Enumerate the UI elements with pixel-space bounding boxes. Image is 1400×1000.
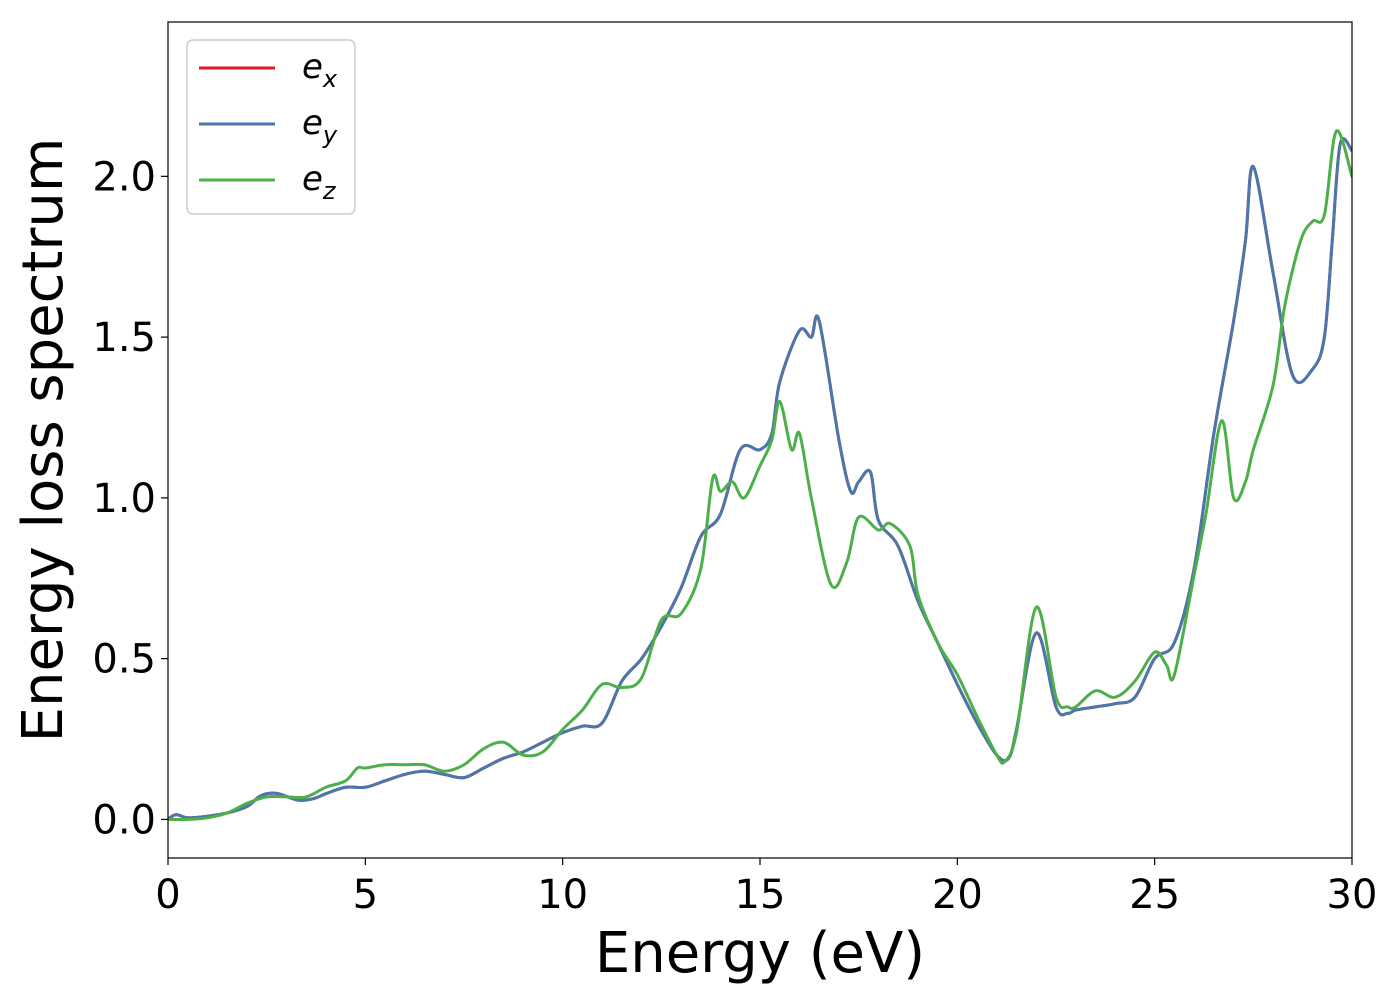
y-tick-label: 2.0 xyxy=(92,154,156,200)
legend: ex ey ez xyxy=(186,39,356,215)
y-axis-label: Energy loss spectrum xyxy=(11,138,76,743)
x-tick-label: 5 xyxy=(353,872,378,918)
y-axis-ticks: 0.0 0.5 1.0 1.5 2.0 xyxy=(92,154,168,843)
series-layer xyxy=(168,129,1352,822)
x-axis-ticks: 0 5 10 15 20 25 30 xyxy=(155,858,1377,918)
x-tick-label: 20 xyxy=(932,872,983,918)
x-tick-label: 25 xyxy=(1129,872,1180,918)
y-tick-label: 0.5 xyxy=(92,637,156,683)
x-tick-label: 10 xyxy=(537,872,588,918)
x-tick-label: 30 xyxy=(1327,872,1378,918)
legend-label-y: ey xyxy=(302,103,338,149)
x-tick-label: 15 xyxy=(735,872,786,918)
legend-label-z: ez xyxy=(302,159,337,205)
x-axis-label: Energy (eV) xyxy=(595,921,925,986)
y-tick-label: 1.0 xyxy=(92,476,156,522)
y-tick-label: 1.5 xyxy=(92,315,156,361)
legend-frame xyxy=(186,39,356,215)
series-line-z xyxy=(168,129,1352,822)
series-line-y xyxy=(168,137,1352,821)
legend-label-x: ex xyxy=(302,47,338,93)
x-tick-label: 0 xyxy=(155,872,180,918)
y-tick-label: 0.0 xyxy=(92,797,156,843)
